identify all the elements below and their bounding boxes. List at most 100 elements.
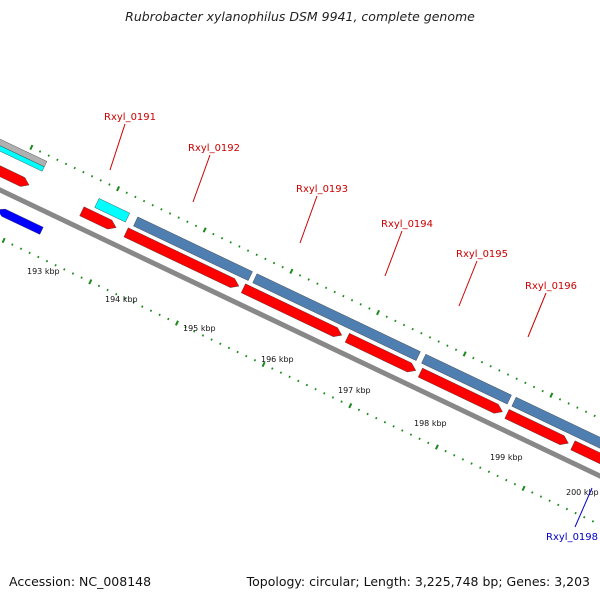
tick-mark-lower: [227, 346, 231, 350]
tick-mark-lower: [434, 444, 439, 450]
tick-mark-lower: [513, 482, 517, 486]
gene-label-leader: [299, 195, 318, 244]
tick-mark-lower: [574, 511, 577, 515]
forward-gene: [79, 206, 117, 230]
gene-label: Rxyl_0193: [296, 184, 348, 195]
tick-mark-upper: [289, 268, 294, 274]
tick-mark-lower: [583, 515, 586, 519]
tick-mark-upper: [489, 365, 492, 368]
tick-mark-upper: [446, 344, 449, 347]
operon-bar: [252, 273, 421, 361]
tick-mark-lower: [106, 288, 109, 292]
tick-mark-upper: [402, 323, 406, 327]
tick-mark-lower: [539, 495, 543, 498]
tick-mark-lower: [253, 359, 257, 362]
tick-mark-lower: [531, 491, 534, 494]
rna-feature: [94, 198, 130, 223]
tick-mark-lower: [63, 268, 66, 271]
tick-mark-upper: [272, 261, 276, 265]
reverse-gene: [0, 208, 44, 235]
gene-label: Rxyl_0194: [381, 219, 433, 230]
scale-label: 197 kbp: [338, 386, 371, 395]
tick-mark-lower: [496, 474, 499, 478]
gene-label-leader: [109, 123, 126, 171]
tick-mark-lower: [427, 441, 430, 445]
tick-mark-upper: [385, 315, 388, 318]
tick-mark-lower: [54, 264, 57, 267]
gene-label-leader: [574, 487, 593, 528]
gene-label-leader: [458, 260, 478, 307]
tick-mark-upper: [437, 340, 440, 343]
tick-mark-upper: [394, 319, 397, 323]
tick-mark-lower: [340, 400, 343, 403]
tick-mark-lower: [470, 462, 473, 465]
tick-mark-lower: [184, 325, 187, 329]
tick-mark-upper: [29, 144, 34, 151]
tick-mark-upper: [480, 360, 484, 364]
tick-mark-lower: [392, 425, 395, 428]
tick-mark-lower: [348, 403, 353, 409]
tick-mark-lower: [314, 387, 317, 391]
tick-mark-upper: [498, 369, 501, 372]
tick-mark-lower: [591, 520, 595, 523]
tick-mark-lower: [149, 309, 153, 312]
tick-mark-upper: [532, 385, 536, 389]
tick-mark-lower: [521, 485, 526, 492]
tick-mark-lower: [45, 259, 49, 263]
tick-mark-lower: [123, 297, 127, 300]
tick-mark-upper: [212, 232, 215, 236]
tick-mark-upper: [428, 336, 432, 339]
tick-mark-lower: [288, 375, 291, 379]
tick-mark-upper: [151, 203, 154, 207]
tick-mark-upper: [125, 191, 128, 195]
tick-mark-lower: [28, 251, 31, 255]
tick-mark-upper: [202, 227, 207, 233]
tick-mark-upper: [411, 327, 414, 331]
operon-bar: [421, 353, 512, 405]
tick-mark-lower: [141, 305, 144, 308]
tick-mark-lower: [37, 255, 40, 259]
map-title: Rubrobacter xylanophilus DSM 9941, compl…: [125, 9, 475, 24]
accession-text: Accession: NC_008148: [9, 574, 152, 589]
tick-mark-upper: [134, 195, 137, 199]
tick-mark-upper: [246, 249, 250, 252]
tick-mark-lower: [132, 301, 135, 304]
tick-mark-lower: [331, 396, 335, 399]
forward-gene: [570, 440, 600, 465]
scale-label: 200 kbp: [566, 488, 599, 497]
tick-mark-lower: [366, 412, 369, 416]
forward-gene: [417, 367, 503, 414]
tick-mark-upper: [264, 257, 267, 261]
tick-mark-upper: [506, 373, 510, 376]
forward-gene: [0, 165, 30, 187]
tick-mark-upper: [64, 162, 68, 166]
tick-mark-upper: [342, 294, 345, 298]
forward-gene: [344, 333, 417, 373]
tick-mark-upper: [168, 212, 172, 215]
tick-mark-upper: [90, 175, 94, 178]
tick-mark-lower: [210, 338, 213, 341]
tick-mark-lower: [236, 350, 239, 354]
gene-label-leader: [192, 154, 211, 203]
tick-mark-upper: [324, 286, 328, 290]
tick-mark-lower: [375, 416, 378, 420]
tick-mark-upper: [82, 170, 85, 174]
tick-mark-upper: [350, 298, 354, 302]
tick-mark-upper: [515, 377, 518, 380]
tick-mark-lower: [71, 272, 75, 275]
tick-mark-upper: [368, 307, 371, 310]
tick-mark-upper: [186, 220, 189, 223]
tick-mark-upper: [576, 406, 579, 409]
operon-bar: [133, 216, 253, 281]
tick-mark-upper: [298, 274, 302, 277]
tick-mark-lower: [357, 408, 361, 412]
tick-mark-upper: [238, 245, 241, 248]
tick-mark-lower: [453, 454, 456, 457]
tick-mark-lower: [487, 470, 491, 474]
tick-mark-upper: [56, 158, 59, 162]
scale-label: 196 kbp: [261, 355, 294, 364]
tick-mark-lower: [193, 330, 196, 333]
scale-label: 193 kbp: [27, 267, 60, 276]
tick-mark-upper: [584, 410, 588, 413]
